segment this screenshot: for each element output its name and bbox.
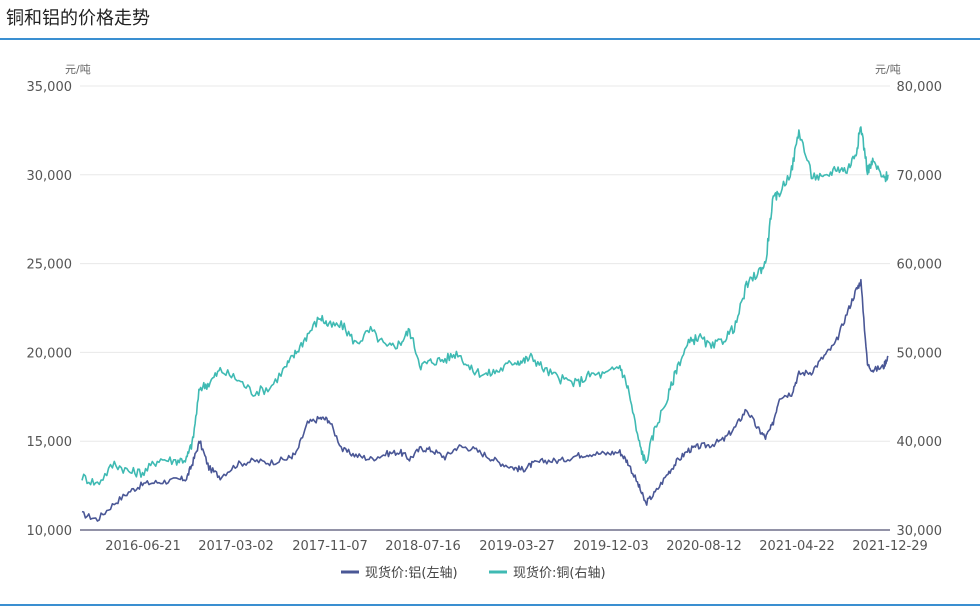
- x-tick-label: 2021-12-29: [852, 539, 928, 554]
- right-tick-label: 60,000: [897, 258, 943, 273]
- header-divider: [0, 38, 980, 40]
- right-y-axis: 30,000 40,000 50,000 60,000 70,000 80,000: [897, 80, 943, 539]
- x-tick-label: 2019-12-03: [573, 539, 649, 554]
- x-tick-label: 2016-06-21: [105, 539, 181, 554]
- right-unit-label: 元/吨: [875, 63, 901, 76]
- left-tick-label: 30,000: [27, 169, 73, 184]
- gridlines: [80, 85, 890, 442]
- left-y-axis: 10,000 15,000 20,000 25,000 30,000 35,000: [27, 80, 73, 539]
- x-tick-label: 2019-03-27: [479, 539, 555, 554]
- legend-item[interactable]: 现货价:铝(左轴): [341, 565, 458, 581]
- right-tick-label: 80,000: [897, 80, 943, 95]
- right-tick-label: 30,000: [897, 524, 943, 539]
- right-tick-label: 70,000: [897, 169, 943, 184]
- series-line: [81, 278, 889, 522]
- right-tick-label: 40,000: [897, 435, 943, 450]
- series-lines: [81, 126, 889, 522]
- left-tick-label: 20,000: [27, 346, 73, 361]
- left-tick-label: 10,000: [27, 524, 73, 539]
- x-tick-label: 2020-08-12: [666, 539, 742, 554]
- left-tick-label: 35,000: [27, 80, 73, 95]
- x-tick-label: 2018-07-16: [385, 539, 461, 554]
- right-tick-label: 50,000: [897, 346, 943, 361]
- page-title: 铜和铝的价格走势: [6, 8, 150, 29]
- left-tick-label: 25,000: [27, 258, 73, 273]
- x-tick-label: 2021-04-22: [759, 539, 835, 554]
- legend-label: 现货价:铝(左轴): [365, 565, 458, 581]
- legend[interactable]: 现货价:铝(左轴) 现货价:铜(右轴): [341, 565, 606, 581]
- left-unit-label: 元/吨: [65, 63, 91, 76]
- x-tick-label: 2017-11-07: [292, 539, 368, 554]
- legend-item[interactable]: 现货价:铜(右轴): [489, 565, 606, 581]
- x-axis: 2016-06-21 2017-03-02 2017-11-07 2018-07-16…: [80, 529, 928, 554]
- series-line: [81, 126, 889, 486]
- legend-label: 现货价:铜(右轴): [513, 565, 606, 581]
- footer-divider: [0, 604, 980, 606]
- left-tick-label: 15,000: [27, 435, 73, 450]
- x-tick-label: 2017-03-02: [198, 539, 274, 554]
